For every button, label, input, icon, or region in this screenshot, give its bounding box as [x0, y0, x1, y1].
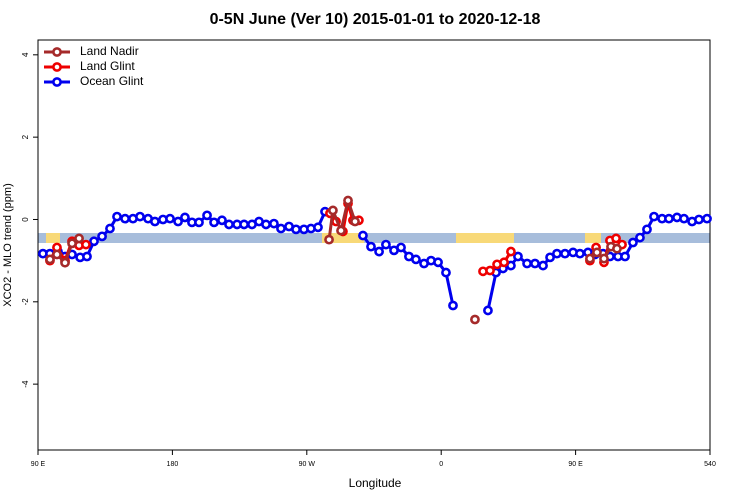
land-band — [456, 233, 514, 243]
point — [522, 258, 532, 269]
point — [269, 218, 279, 229]
point — [611, 233, 621, 244]
point — [276, 223, 286, 234]
point — [74, 233, 84, 244]
point — [599, 253, 609, 264]
legend-label: Land Nadir — [80, 44, 139, 58]
y-tick-label: -4 — [21, 380, 30, 388]
point — [180, 212, 190, 223]
point — [448, 300, 458, 311]
point — [635, 232, 645, 243]
x-tick-label: 90 W — [299, 461, 316, 468]
point — [291, 224, 301, 235]
point — [194, 217, 204, 228]
y-tick-label: 4 — [21, 52, 30, 57]
point — [538, 260, 548, 271]
point — [60, 257, 70, 268]
point — [336, 225, 346, 236]
point — [552, 248, 562, 259]
x-tick-label: 0 — [439, 461, 443, 468]
x-tick-label: 540 — [704, 461, 716, 468]
point — [165, 213, 175, 224]
plot-frame — [37, 39, 711, 451]
point — [209, 217, 219, 228]
point — [120, 213, 130, 224]
legend-marker — [52, 77, 62, 87]
point — [483, 305, 493, 316]
point — [485, 265, 495, 276]
point — [702, 213, 712, 224]
point — [575, 248, 585, 259]
point — [324, 234, 334, 245]
legend-marker — [52, 47, 62, 57]
point — [261, 219, 271, 230]
point — [343, 195, 353, 206]
legend-label: Ocean Glint — [80, 74, 144, 88]
point — [560, 248, 570, 259]
land-band — [322, 233, 364, 243]
y-tick-label: -2 — [21, 298, 30, 306]
point — [664, 213, 674, 224]
point — [173, 216, 183, 227]
point — [67, 238, 77, 249]
point — [679, 213, 689, 224]
point — [513, 251, 523, 262]
point — [89, 236, 99, 247]
point — [411, 254, 421, 265]
point — [530, 258, 540, 269]
point — [313, 222, 323, 233]
legend-label: Land Glint — [80, 59, 135, 73]
point — [135, 211, 145, 222]
point — [374, 246, 384, 257]
point — [239, 219, 249, 230]
point — [112, 211, 122, 222]
point — [470, 314, 480, 325]
point — [82, 251, 92, 262]
point — [649, 211, 659, 222]
point — [441, 267, 451, 278]
point — [105, 223, 115, 234]
point — [433, 257, 443, 268]
point — [612, 243, 622, 254]
y-axis-label: XCO2 - MLO trend (ppm) — [2, 183, 14, 306]
x-axis-label: Longitude — [349, 476, 402, 490]
point — [499, 257, 509, 268]
point — [628, 237, 638, 248]
point — [585, 253, 595, 264]
y-tick-label: 2 — [21, 134, 30, 139]
point — [506, 246, 516, 257]
x-tick-label: 180 — [167, 461, 179, 468]
point — [350, 216, 360, 227]
point — [592, 247, 602, 258]
point — [620, 251, 630, 262]
point — [217, 215, 227, 226]
point — [81, 239, 91, 250]
point — [381, 239, 391, 250]
chart-title: 0-5N June (Ver 10) 2015-01-01 to 2020-12… — [210, 11, 541, 28]
surface-band — [38, 233, 710, 243]
point — [45, 254, 55, 265]
point — [97, 231, 107, 242]
point — [396, 242, 406, 253]
point — [545, 252, 555, 263]
point — [694, 214, 704, 225]
point — [150, 216, 160, 227]
point — [202, 210, 212, 221]
point — [358, 230, 368, 241]
land-band — [46, 233, 60, 243]
x-tick-label: 90 E — [31, 461, 46, 468]
ocean-band — [38, 233, 710, 243]
point — [366, 241, 376, 252]
point — [224, 219, 234, 230]
y-tick-label: 0 — [21, 217, 30, 222]
x-tick-label: 90 E — [568, 461, 583, 468]
point — [52, 249, 62, 260]
legend-marker — [52, 62, 62, 72]
land-band — [585, 233, 601, 243]
point — [642, 224, 652, 235]
point — [328, 205, 338, 216]
